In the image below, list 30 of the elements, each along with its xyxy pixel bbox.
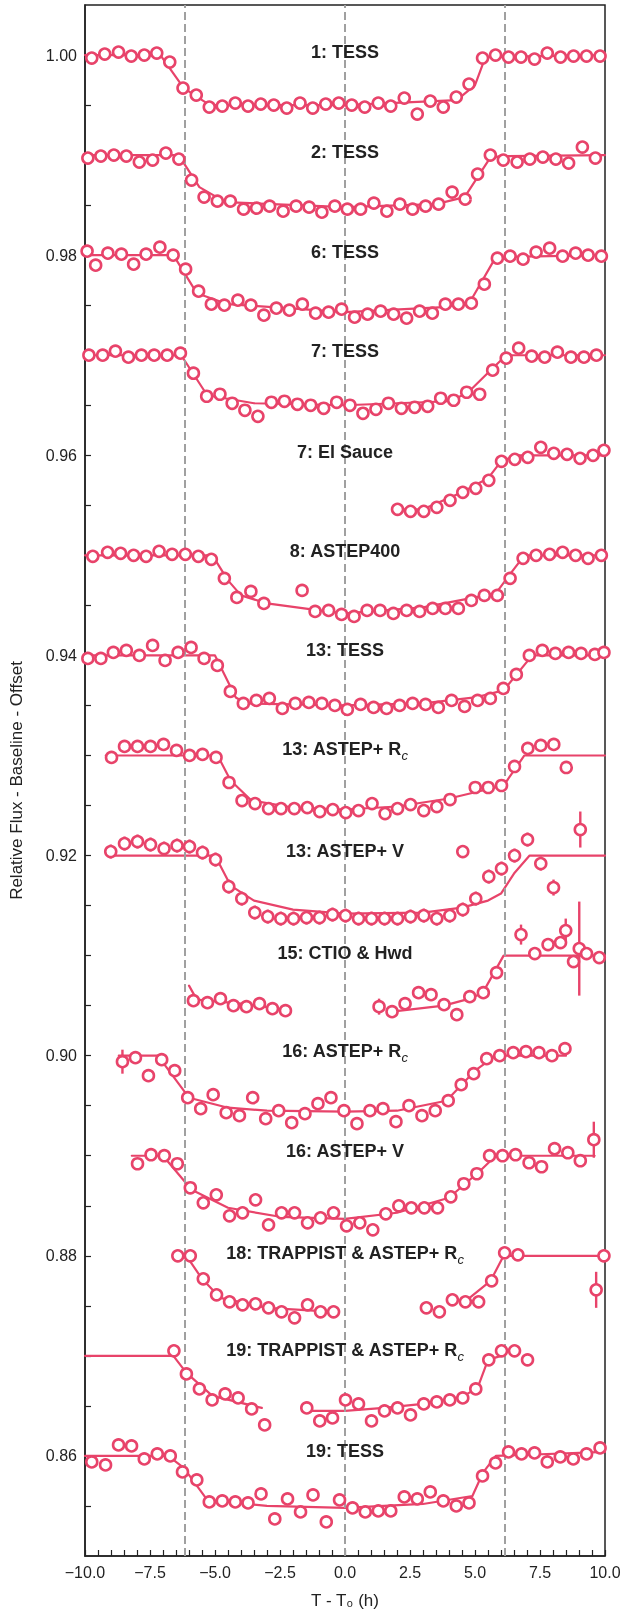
- annotation: 1: TESS: [310, 42, 380, 63]
- annotation: 16: ASTEP+ V: [286, 1140, 404, 1161]
- x-tick-label: −10.0: [64, 1563, 106, 1581]
- x-axis-title: T - T₀ (h): [311, 1591, 379, 1610]
- y-tick-label: 0.92: [45, 847, 78, 865]
- annotation: 13: ASTEP+ V: [286, 840, 404, 861]
- x-tick-label: −5.0: [199, 1563, 231, 1581]
- y-tick-label: 1.00: [45, 46, 78, 64]
- annotation: 7: El Sauce: [296, 442, 394, 463]
- annotation: 15: CTIO & Hwd: [277, 942, 413, 963]
- x-tick-label: −7.5: [134, 1563, 166, 1581]
- annotation: 8: ASTEP400: [289, 541, 401, 562]
- x-tick-label: 7.5: [528, 1563, 552, 1581]
- annotation: 19: TESS: [305, 1440, 385, 1461]
- x-tick-label: −2.5: [264, 1563, 296, 1581]
- y-tick-label: 0.96: [45, 446, 78, 464]
- x-tick-label: 10.0: [589, 1563, 621, 1581]
- y-tick-label: 0.86: [45, 1447, 78, 1465]
- y-axis-title: Relative Flux - Baseline - Offset: [7, 660, 26, 900]
- annotation: 13: TESS: [305, 640, 385, 661]
- annotation: 6: TESS: [310, 242, 380, 263]
- annotation: 7: TESS: [310, 341, 380, 362]
- y-tick-label: 0.88: [45, 1247, 78, 1265]
- x-tick-label: 0.0: [333, 1563, 357, 1581]
- annotation: 2: TESS: [310, 142, 380, 163]
- y-tick-label: 0.94: [45, 646, 78, 664]
- y-tick-label: 0.98: [45, 246, 78, 264]
- x-tick-label: 2.5: [398, 1563, 422, 1581]
- x-tick-label: 5.0: [463, 1563, 487, 1581]
- y-tick-label: 0.90: [45, 1047, 78, 1065]
